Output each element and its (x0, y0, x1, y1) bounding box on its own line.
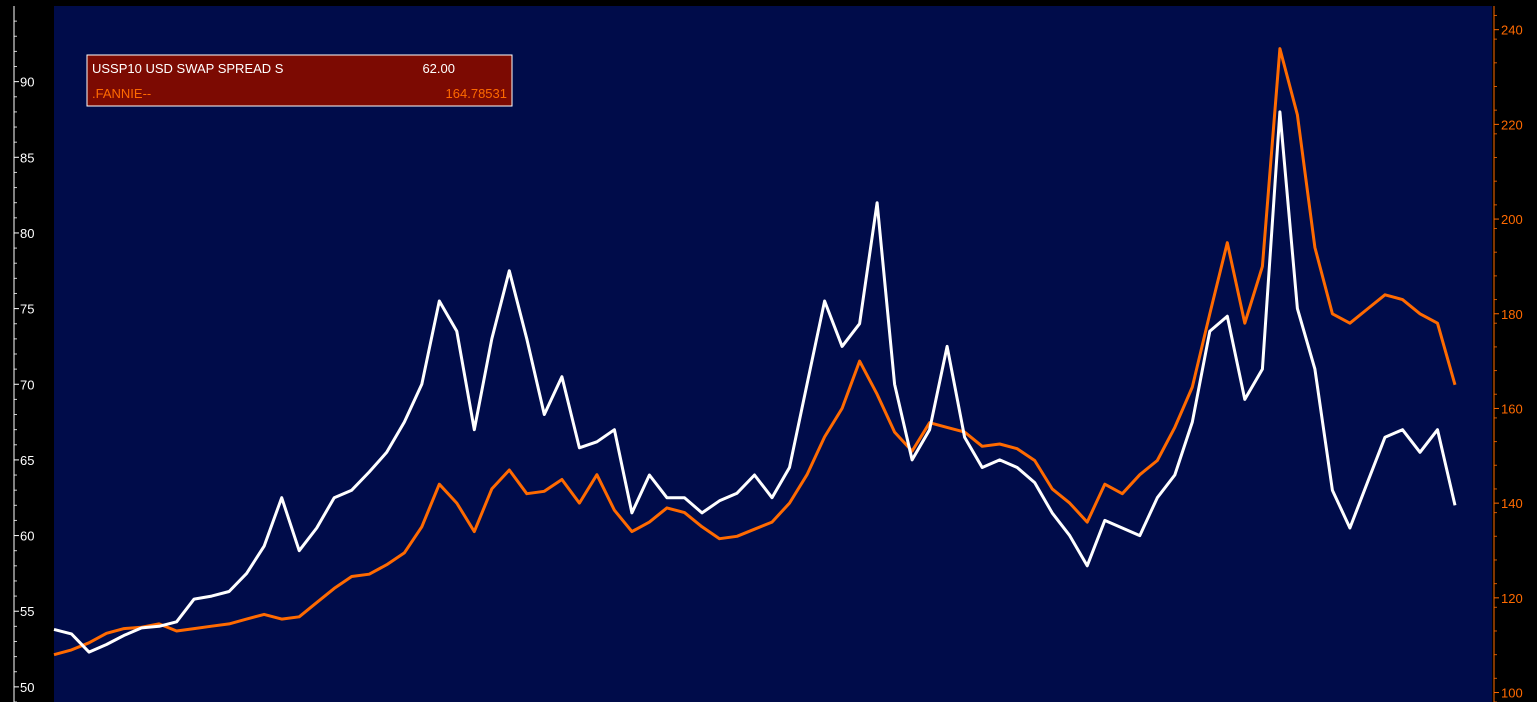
left-tick-label: 60 (20, 529, 34, 544)
left-tick-label: 90 (20, 75, 34, 90)
left-tick-label: 50 (20, 680, 34, 695)
legend-box (86, 54, 513, 107)
right-tick-label: 100 (1501, 686, 1523, 701)
left-tick-label: 70 (20, 377, 34, 392)
right-tick-label: 180 (1501, 307, 1523, 322)
legend-value-1: 62.00 (422, 61, 455, 76)
left-tick-label: 80 (20, 226, 34, 241)
right-tick-label: 140 (1501, 496, 1523, 511)
left-tick-label: 85 (20, 150, 34, 165)
swap-spread-series-line (53, 110, 1457, 654)
legend: USSP10 USD SWAP SPREAD S 62.00 .FANNIE--… (86, 54, 513, 107)
plot-area (54, 6, 1492, 702)
series-lines (53, 47, 1457, 657)
left-tick-label: 65 (20, 453, 34, 468)
legend-label-2: .FANNIE-- (92, 86, 151, 101)
right-tick-label: 200 (1501, 212, 1523, 227)
right-tick-label: 160 (1501, 401, 1523, 416)
legend-value-2: 164.78531 (446, 86, 507, 101)
left-y-axis: 50 55 60 65 70 75 80 85 90 (13, 6, 34, 702)
legend-label-1: USSP10 USD SWAP SPREAD S (92, 61, 284, 76)
right-tick-label: 220 (1501, 117, 1523, 132)
left-tick-label: 75 (20, 302, 34, 317)
left-tick-label: 55 (20, 604, 34, 619)
right-tick-label: 240 (1501, 23, 1523, 38)
right-tick-label: 120 (1501, 591, 1523, 606)
right-y-axis: 100 120 140 160 180 200 220 240 (1493, 6, 1523, 702)
fannie-series-line (53, 47, 1457, 657)
